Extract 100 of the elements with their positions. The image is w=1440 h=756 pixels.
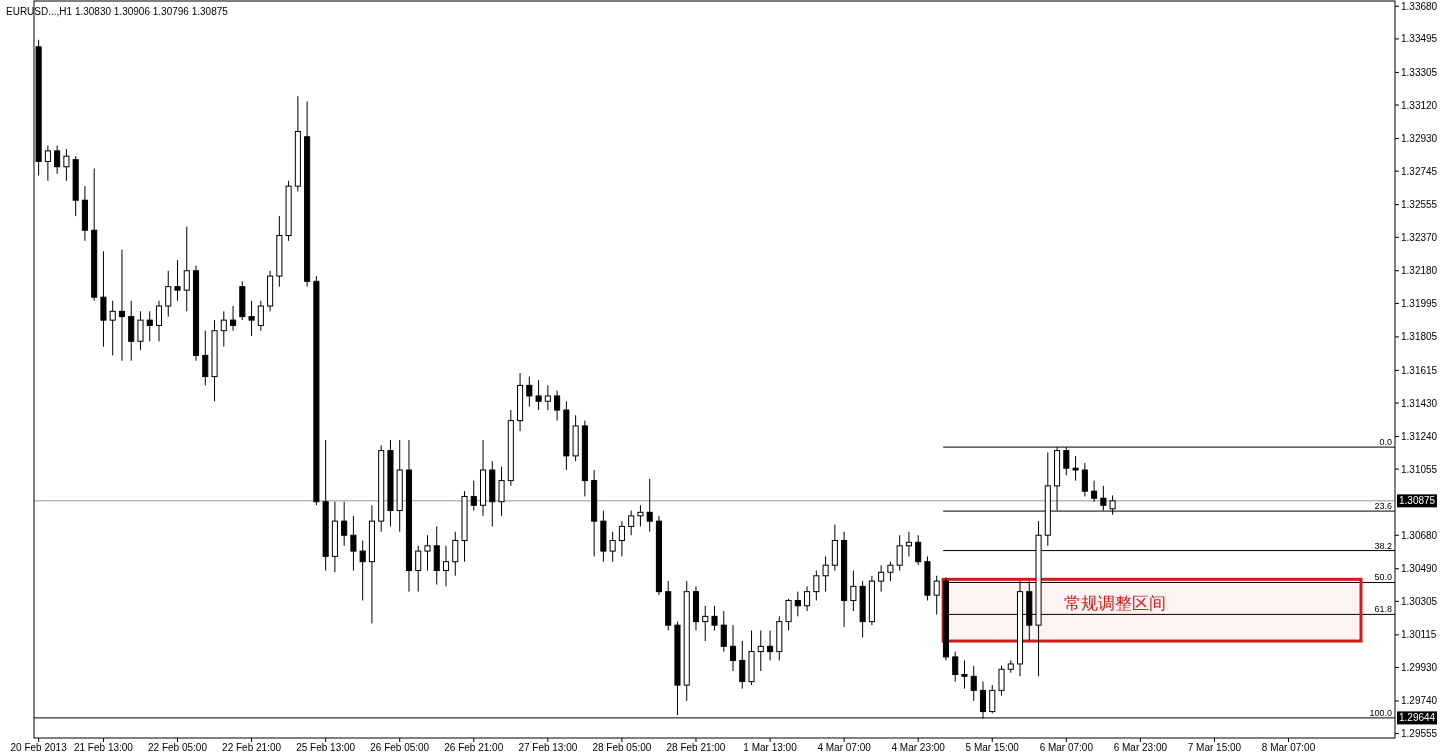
y-tick-label: 1.31995 [1401, 297, 1438, 309]
candlestick [137, 310, 144, 351]
annotation: 50.0 [1374, 572, 1392, 583]
candlestick [915, 534, 922, 566]
candlestick [711, 605, 718, 631]
candlestick [1081, 462, 1088, 497]
x-tick-label: 7 Mar 15:00 [1187, 742, 1242, 753]
y-tick-label: 1.30305 [1401, 595, 1438, 607]
candlestick [970, 665, 977, 702]
candlestick [341, 501, 348, 547]
y-tick-label: 1.32555 [1401, 199, 1438, 211]
candlestick [720, 610, 727, 653]
x-tick-label: 27 Feb 13:00 [518, 742, 578, 753]
candlestick [757, 629, 764, 672]
candlestick [498, 465, 505, 517]
candlestick [609, 531, 616, 563]
candlestick [63, 148, 70, 182]
y-tick-label: 1.33120 [1401, 99, 1438, 111]
candlestick [933, 575, 940, 616]
ref-line-label: 1.29644 [1399, 712, 1436, 724]
annotation: 100.0 [1369, 707, 1392, 718]
candlestick [359, 540, 366, 601]
candlestick [1072, 455, 1079, 482]
candlestick [554, 390, 561, 422]
candlestick [850, 570, 857, 612]
y-tick-label: 1.31430 [1401, 397, 1438, 409]
x-tick-label: 21 Feb 13:00 [73, 742, 134, 753]
candlestick [100, 250, 107, 348]
candlestick [535, 379, 542, 411]
candlestick [637, 504, 644, 527]
candlestick [646, 478, 653, 533]
x-tick-label: 22 Feb 05:00 [148, 742, 208, 753]
candlestick [165, 270, 172, 318]
candlestick [470, 480, 477, 512]
annotation: 38.2 [1374, 540, 1392, 551]
candlestick [146, 310, 153, 342]
candlestick [729, 624, 737, 672]
candlestick [442, 545, 450, 587]
y-tick-label: 1.31615 [1401, 364, 1438, 376]
annotation: 0.0 [1379, 437, 1392, 448]
candlestick [628, 510, 635, 536]
candlestick [118, 249, 125, 362]
candlestick [794, 591, 801, 617]
candlestick [174, 259, 181, 302]
candlestick [202, 330, 209, 386]
candlestick [702, 605, 709, 642]
x-tick-label: 22 Feb 21:00 [222, 742, 282, 753]
x-tick-label: 20 Feb 2013 [10, 742, 68, 753]
y-tick-label: 1.31055 [1401, 463, 1438, 475]
candlestick [822, 555, 829, 593]
candlestick [544, 384, 551, 411]
y-tick-label: 1.33680 [1401, 0, 1438, 12]
text: EURUSD...,H1 1.30830 1.30906 1.30796 1.30875 [6, 6, 229, 17]
candlestick [183, 226, 190, 312]
y-tick-label: 1.32180 [1401, 265, 1438, 277]
candlestick [54, 145, 61, 175]
candlestick [785, 598, 792, 631]
y-tick-label: 1.29930 [1401, 661, 1438, 673]
ref-line-label: 1.30875 [1399, 495, 1436, 507]
y-tick-label: 1.31240 [1401, 431, 1438, 442]
y-tick-label: 1.32930 [1401, 133, 1438, 145]
candlestick [989, 684, 996, 714]
annotation: 61.8 [1374, 604, 1392, 615]
annotation: 23.6 [1374, 501, 1392, 512]
x-tick-label: 6 Mar 07:00 [1039, 742, 1094, 753]
y-tick-label: 1.31805 [1401, 331, 1438, 343]
candlestick [230, 305, 237, 332]
candlestick [813, 570, 820, 601]
candlestick [739, 640, 746, 690]
candlestick [961, 659, 968, 690]
candlestick [452, 531, 459, 577]
x-tick-label: 8 Mar 07:00 [1261, 742, 1316, 753]
candlestick [887, 561, 894, 582]
y-tick-label: 1.29740 [1401, 695, 1438, 707]
x-tick-label: 1 Mar 13:00 [743, 742, 798, 753]
x-tick-label: 28 Feb 05:00 [592, 742, 652, 753]
x-tick-label: 5 Mar 15:00 [965, 742, 1020, 753]
y-tick-label: 1.32745 [1401, 165, 1438, 177]
x-tick-label: 26 Feb 21:00 [444, 742, 504, 753]
candlestick [424, 534, 431, 571]
candlestick [155, 300, 163, 342]
y-tick-label: 1.29555 [1401, 728, 1438, 740]
candlestick [44, 145, 51, 182]
candlestick [526, 376, 533, 408]
candlestick [896, 534, 903, 571]
candlestick [878, 564, 885, 593]
candlestick [248, 300, 255, 337]
candlestick [804, 585, 811, 612]
candlestick [767, 629, 774, 661]
x-tick-label: 25 Feb 13:00 [296, 742, 356, 753]
candlestick [220, 310, 227, 348]
y-tick-label: 1.33495 [1401, 33, 1438, 45]
candlestick [257, 300, 264, 332]
y-tick-label: 1.30115 [1401, 629, 1437, 641]
y-tick-label: 1.32370 [1401, 231, 1438, 243]
y-tick-label: 1.30490 [1401, 563, 1438, 575]
x-tick-label: 6 Mar 23:00 [1113, 742, 1168, 753]
candlestick [618, 520, 625, 557]
candlestick [952, 651, 959, 683]
x-tick-label: 4 Mar 07:00 [817, 742, 872, 753]
